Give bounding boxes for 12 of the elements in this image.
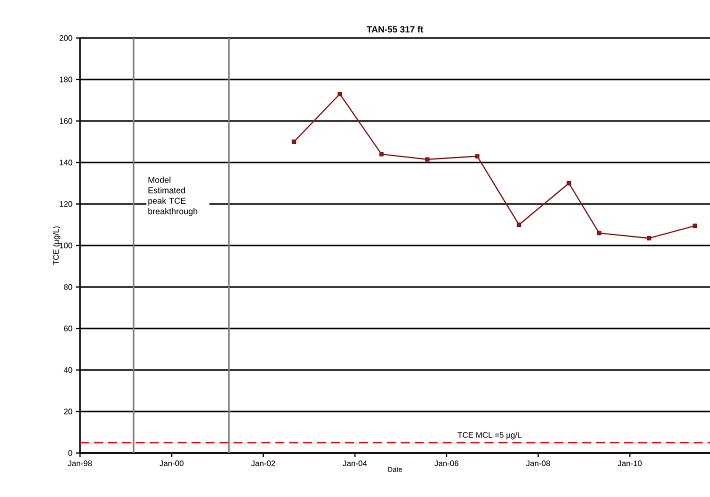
point — [516, 222, 522, 227]
chart-title: TAN-55 317 ft — [366, 26, 424, 32]
point — [475, 154, 480, 158]
point — [692, 224, 698, 228]
point — [379, 152, 384, 156]
annotation: Model Estimated peak TCE breakthrough — [148, 176, 198, 216]
point — [596, 230, 602, 236]
point — [425, 157, 430, 162]
point — [338, 92, 342, 96]
point — [646, 236, 652, 240]
point — [566, 181, 572, 186]
point — [292, 140, 296, 144]
